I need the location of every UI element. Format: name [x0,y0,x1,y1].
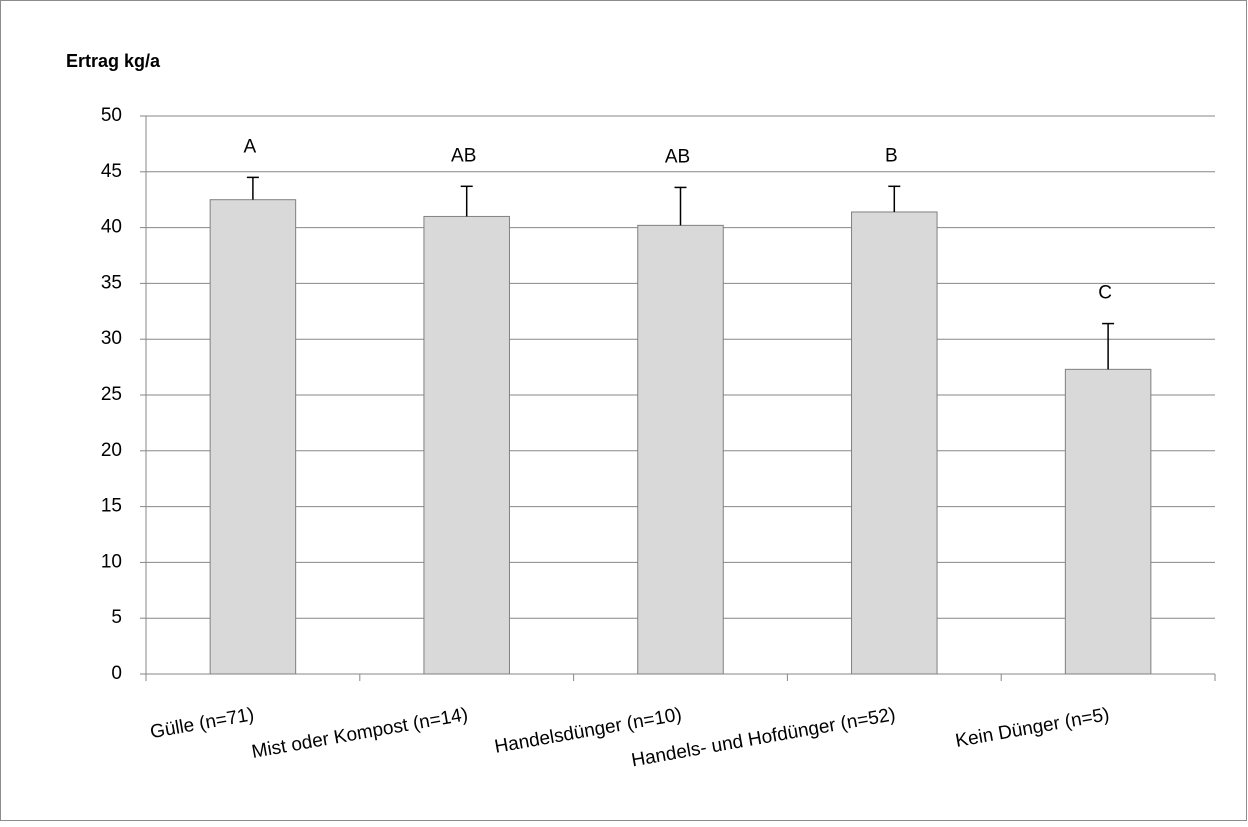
y-tick-label: 0 [111,663,122,684]
y-tick-label: 10 [101,551,122,572]
bar [851,211,938,675]
bar [637,224,724,675]
y-tick-label: 25 [101,384,122,405]
chart-title: Ertrag kg/a [66,51,161,71]
significance-letter: B [885,145,898,166]
y-tick-label: 35 [101,272,122,293]
significance-letter: A [244,136,257,157]
y-tick-label: 15 [101,496,122,517]
y-tick-label: 40 [101,217,122,238]
significance-letter: AB [665,146,690,167]
y-tick-label: 30 [101,328,122,349]
bar [209,199,297,675]
y-tick-label: 5 [111,607,122,628]
bar [423,215,510,675]
significance-letter: C [1098,283,1112,304]
bar [1064,368,1152,675]
y-tick-label: 45 [101,161,122,182]
y-tick-label: 20 [101,440,122,461]
y-tick-label: 50 [101,105,122,126]
significance-letter: AB [451,145,476,166]
